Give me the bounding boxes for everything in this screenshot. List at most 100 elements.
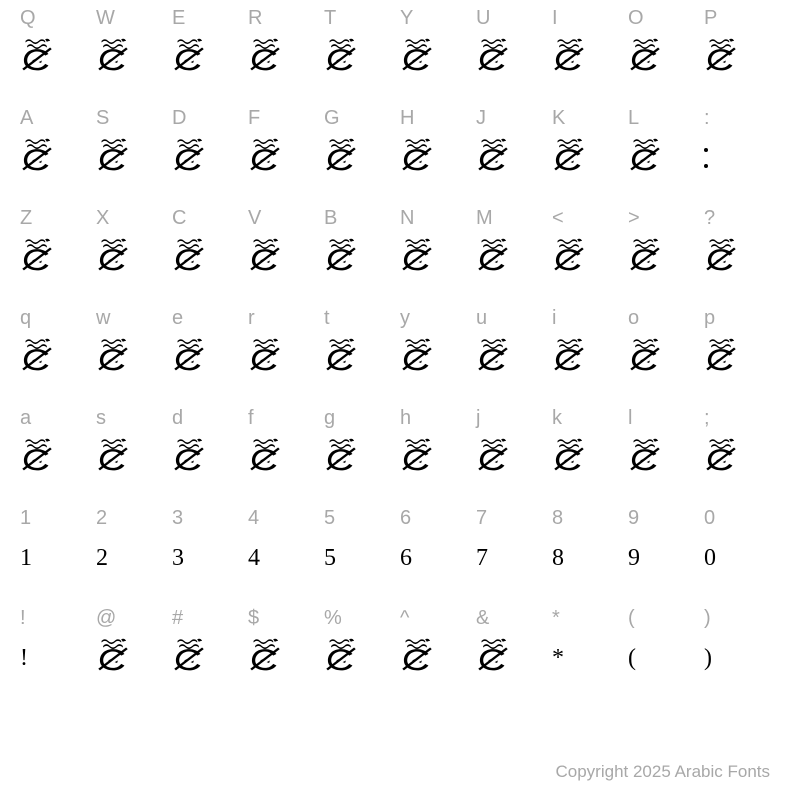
ornate-glyph-icon: [400, 36, 434, 72]
key-label: T: [324, 8, 336, 28]
key-label: !: [20, 608, 26, 628]
ornate-glyph-icon: [324, 36, 358, 72]
key-label: j: [476, 408, 480, 428]
character-map-grid: QWERTYUIOPASDFGHJKL:ZXCVBNM<>?qwertyuiop…: [20, 8, 780, 708]
charmap-cell: 77: [476, 508, 552, 608]
charmap-cell: 66: [400, 508, 476, 608]
charmap-cell: w: [96, 308, 172, 408]
charmap-cell: 00: [704, 508, 780, 608]
key-label: 2: [96, 508, 107, 528]
ornate-glyph-icon: [476, 636, 510, 672]
ornate-glyph-icon: [96, 436, 130, 472]
charmap-cell: 55: [324, 508, 400, 608]
key-label: t: [324, 308, 330, 328]
ornate-glyph-icon: [552, 236, 586, 272]
key-label: K: [552, 108, 565, 128]
charmap-cell: &: [476, 608, 552, 708]
key-label: ): [704, 608, 711, 628]
key-label: G: [324, 108, 340, 128]
ornate-glyph-icon: [628, 236, 662, 272]
ornate-glyph-icon: [704, 436, 738, 472]
charmap-cell: U: [476, 8, 552, 108]
charmap-cell: f: [248, 408, 324, 508]
charmap-cell: o: [628, 308, 704, 408]
ornate-glyph-icon: [552, 36, 586, 72]
ornate-glyph-icon: [628, 336, 662, 372]
key-label: p: [704, 308, 715, 328]
key-label: 0: [704, 508, 715, 528]
ornate-glyph-icon: [20, 136, 54, 172]
key-label: H: [400, 108, 414, 128]
ornate-glyph-icon: [704, 236, 738, 272]
key-label: %: [324, 608, 342, 628]
charmap-cell: u: [476, 308, 552, 408]
key-label: >: [628, 208, 640, 228]
charmap-cell: A: [20, 108, 96, 208]
key-label: i: [552, 308, 556, 328]
ornate-glyph-icon: [400, 136, 434, 172]
key-label: W: [96, 8, 115, 28]
key-label: L: [628, 108, 639, 128]
charmap-cell: X: [96, 208, 172, 308]
ornate-glyph-icon: [96, 336, 130, 372]
ornate-glyph-icon: [552, 336, 586, 372]
ornate-glyph-icon: [248, 336, 282, 372]
key-label: &: [476, 608, 489, 628]
key-label: 7: [476, 508, 487, 528]
charmap-cell: e: [172, 308, 248, 408]
ornate-glyph-icon: [248, 636, 282, 672]
key-label: U: [476, 8, 490, 28]
charmap-cell: L: [628, 108, 704, 208]
key-label: ;: [704, 408, 710, 428]
glyph-text: ): [704, 646, 712, 670]
key-label: d: [172, 408, 183, 428]
ornate-glyph-icon: [704, 36, 738, 72]
ornate-glyph-icon: [324, 136, 358, 172]
key-label: g: [324, 408, 335, 428]
charmap-cell: 11: [20, 508, 96, 608]
charmap-cell: Z: [20, 208, 96, 308]
charmap-cell: D: [172, 108, 248, 208]
key-label: M: [476, 208, 493, 228]
ornate-glyph-icon: [172, 336, 206, 372]
ornate-glyph-icon: [704, 336, 738, 372]
charmap-cell: )): [704, 608, 780, 708]
ornate-glyph-icon: [628, 136, 662, 172]
key-label: h: [400, 408, 411, 428]
key-label: #: [172, 608, 183, 628]
glyph-text: 7: [476, 546, 488, 570]
glyph-text: *: [552, 646, 564, 670]
ornate-glyph-icon: [20, 336, 54, 372]
key-label: a: [20, 408, 31, 428]
charmap-cell: a: [20, 408, 96, 508]
charmap-cell: g: [324, 408, 400, 508]
key-label: f: [248, 408, 254, 428]
charmap-cell: T: [324, 8, 400, 108]
charmap-cell: C: [172, 208, 248, 308]
glyph-text: 1: [20, 546, 32, 570]
charmap-cell: r: [248, 308, 324, 408]
ornate-glyph-icon: [248, 436, 282, 472]
ornate-glyph-icon: [172, 436, 206, 472]
charmap-cell: F: [248, 108, 324, 208]
key-label: (: [628, 608, 635, 628]
key-label: l: [628, 408, 632, 428]
charmap-cell: <: [552, 208, 628, 308]
charmap-cell: K: [552, 108, 628, 208]
ornate-glyph-icon: [248, 236, 282, 272]
charmap-cell: y: [400, 308, 476, 408]
ornate-glyph-icon: [324, 436, 358, 472]
ornate-glyph-icon: [324, 336, 358, 372]
ornate-glyph-icon: [400, 436, 434, 472]
ornate-glyph-icon: [96, 636, 130, 672]
charmap-cell: 99: [628, 508, 704, 608]
ornate-glyph-icon: [476, 136, 510, 172]
charmap-cell: s: [96, 408, 172, 508]
key-label: e: [172, 308, 183, 328]
ornate-glyph-icon: [628, 436, 662, 472]
glyph-text: 9: [628, 546, 640, 570]
key-label: Q: [20, 8, 36, 28]
key-label: @: [96, 608, 116, 628]
ornate-glyph-icon: [552, 136, 586, 172]
charmap-cell: H: [400, 108, 476, 208]
